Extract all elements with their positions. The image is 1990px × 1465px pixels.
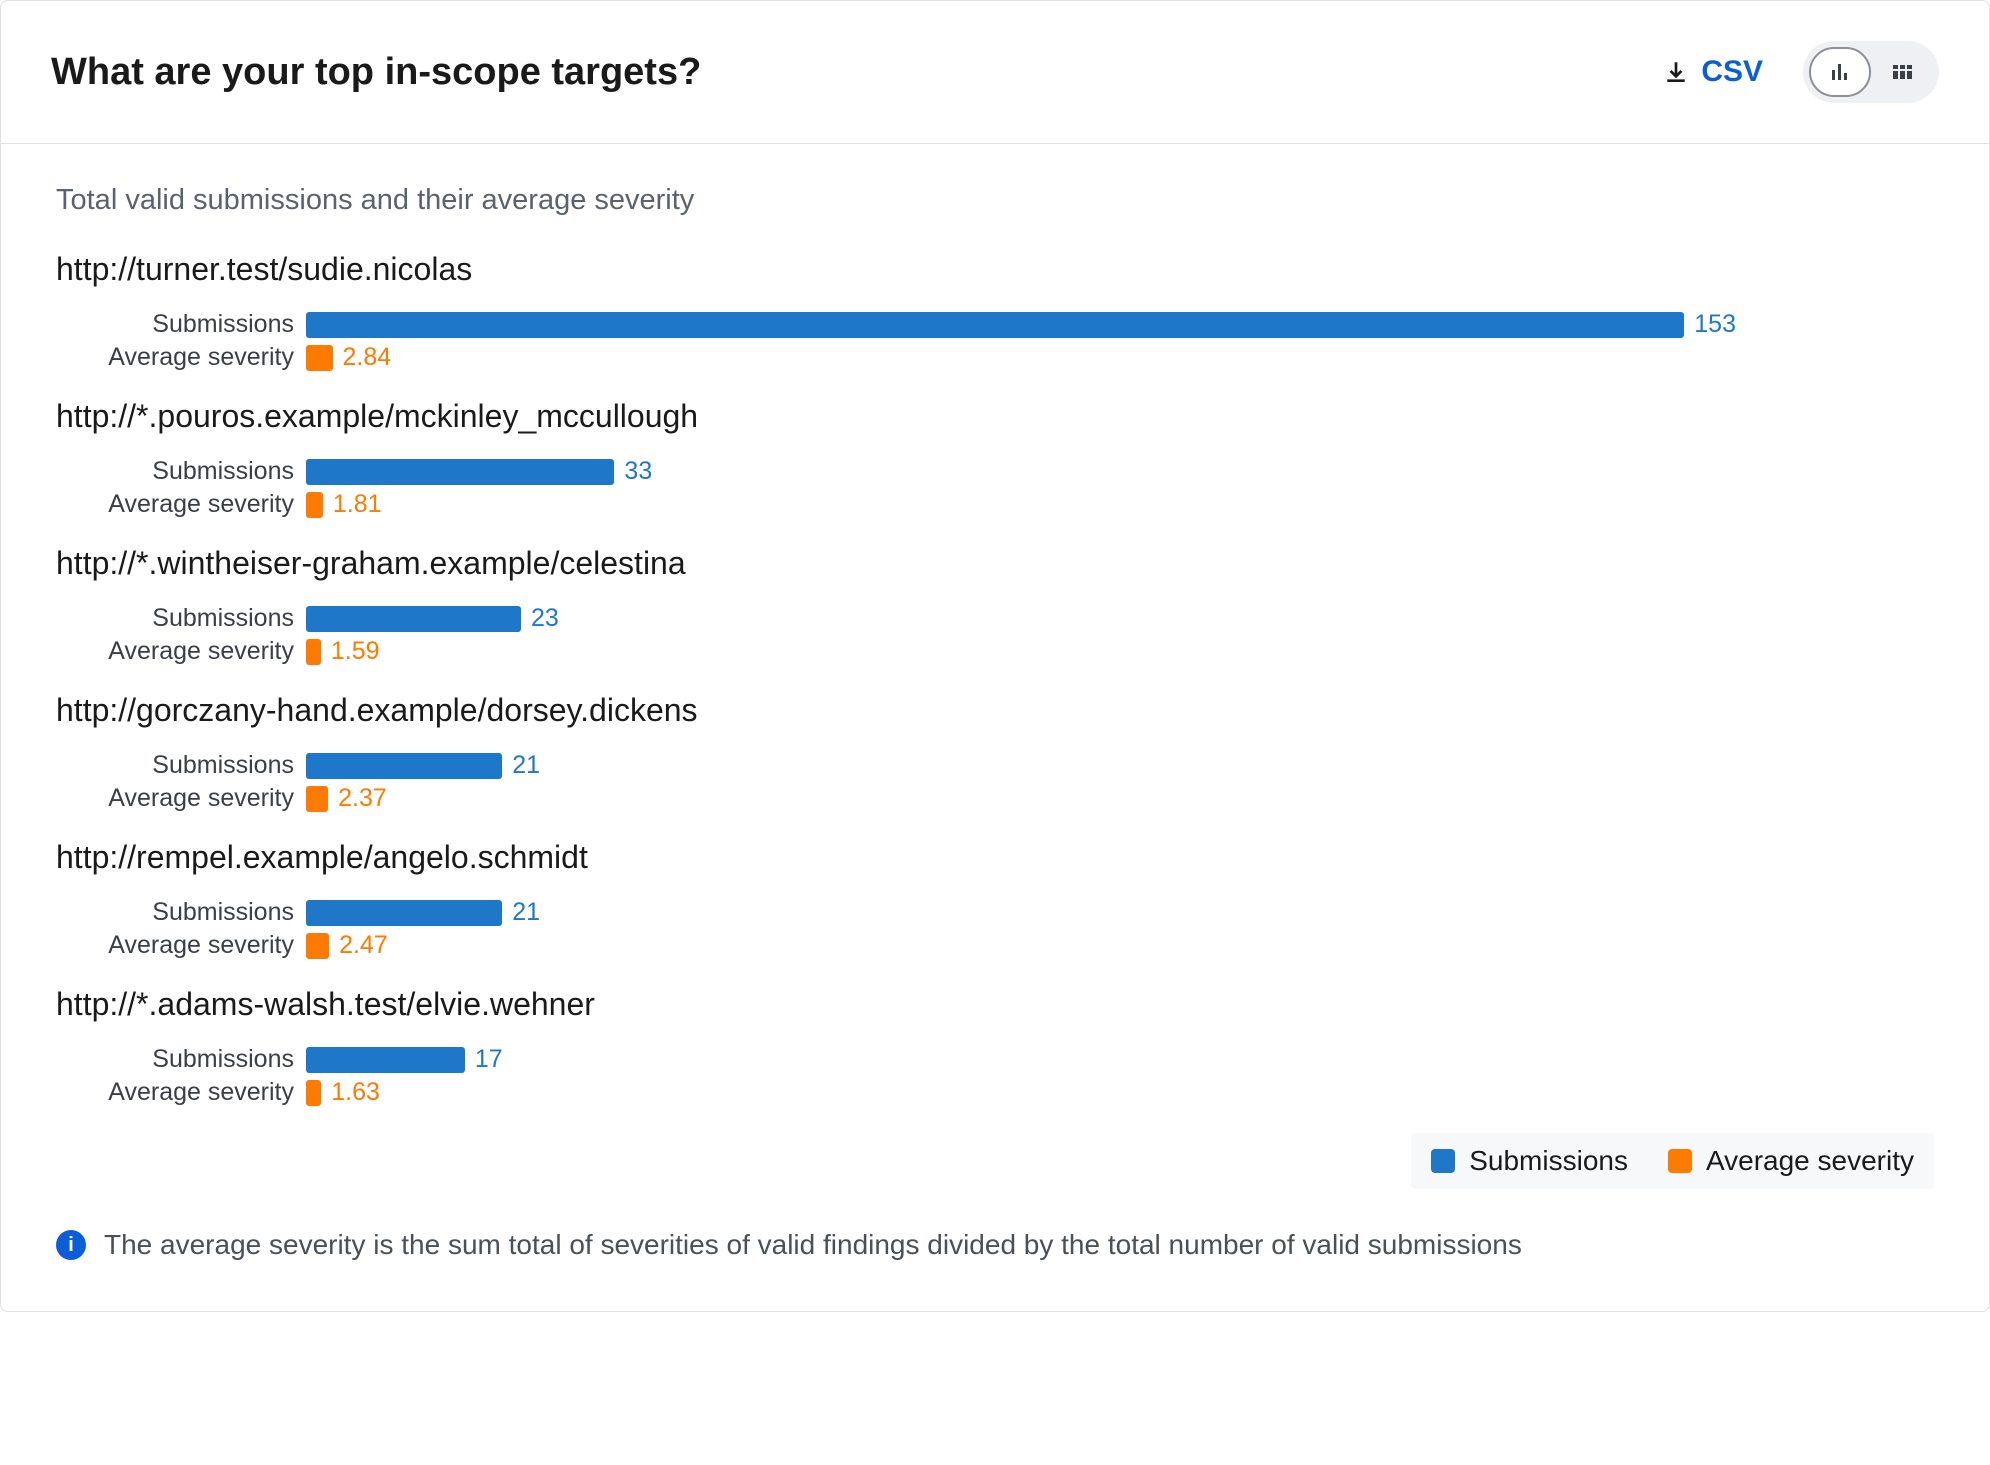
card-body: Total valid submissions and their averag… [1,144,1989,1311]
severity-bar [306,933,329,959]
submissions-bar [306,753,502,779]
target-block: http://*.adams-walsh.test/elvie.wehner Su… [56,986,1934,1107]
legend-label-severity: Average severity [1706,1145,1914,1177]
row-label-submissions: Submissions [56,457,306,486]
submissions-row: Submissions 21 [56,898,1934,927]
view-toggle [1803,41,1939,103]
submissions-bar [306,312,1684,338]
target-url: http://*.pouros.example/mckinley_mccullo… [56,398,1934,435]
severity-row: Average severity 2.84 [56,343,1934,372]
footnote-text: The average severity is the sum total of… [104,1229,1522,1261]
bar-track: 21 [306,751,1736,780]
target-block: http://turner.test/sudie.nicolas Submissi… [56,251,1934,372]
row-label-submissions: Submissions [56,310,306,339]
legend-swatch-severity [1668,1149,1692,1173]
bar-track: 21 [306,898,1736,927]
bar-track: 1.63 [306,1078,1736,1107]
row-label-severity: Average severity [56,637,306,666]
bar-track: 2.47 [306,931,1736,960]
target-url: http://rempel.example/angelo.schmidt [56,839,1934,876]
card-subtitle: Total valid submissions and their averag… [56,184,1934,217]
target-url: http://*.wintheiser-graham.example/celes… [56,545,1934,582]
submissions-row: Submissions 17 [56,1045,1934,1074]
csv-label: CSV [1701,55,1763,89]
submissions-row: Submissions 33 [56,457,1934,486]
card-title: What are your top in-scope targets? [51,51,701,94]
severity-value: 1.63 [331,1078,380,1107]
severity-row: Average severity 1.59 [56,637,1934,666]
severity-bar [306,639,321,665]
info-icon: i [56,1230,86,1260]
bar-track: 2.84 [306,343,1736,372]
bar-track: 33 [306,457,1736,486]
bar-track: 17 [306,1045,1736,1074]
severity-value: 2.84 [343,343,392,372]
legend-item-submissions: Submissions [1431,1145,1628,1177]
bar-track: 153 [306,310,1736,339]
target-url: http://gorczany-hand.example/dorsey.dick… [56,692,1934,729]
severity-row: Average severity 1.63 [56,1078,1934,1107]
bar-track: 1.59 [306,637,1736,666]
submissions-bar [306,606,521,632]
bar-track: 2.37 [306,784,1736,813]
severity-value: 1.81 [333,490,382,519]
submissions-value: 21 [512,898,540,927]
submissions-value: 23 [531,604,559,633]
severity-row: Average severity 2.37 [56,784,1934,813]
top-targets-card: What are your top in-scope targets? CSV [0,0,1990,1312]
submissions-value: 17 [475,1045,503,1074]
severity-value: 2.47 [339,931,388,960]
table-icon [1890,60,1914,84]
download-icon [1663,59,1689,85]
targets-list: http://turner.test/sudie.nicolas Submissi… [56,251,1934,1107]
submissions-value: 33 [624,457,652,486]
view-chart-button[interactable] [1809,47,1871,97]
bar-track: 1.81 [306,490,1736,519]
bar-chart-icon [1828,60,1852,84]
row-label-severity: Average severity [56,343,306,372]
target-block: http://*.pouros.example/mckinley_mccullo… [56,398,1934,519]
severity-bar [306,345,333,371]
target-block: http://gorczany-hand.example/dorsey.dick… [56,692,1934,813]
target-url: http://*.adams-walsh.test/elvie.wehner [56,986,1934,1023]
row-label-submissions: Submissions [56,751,306,780]
row-label-submissions: Submissions [56,898,306,927]
severity-value: 1.59 [331,637,380,666]
severity-value: 2.37 [338,784,387,813]
card-header: What are your top in-scope targets? CSV [1,1,1989,144]
download-csv-button[interactable]: CSV [1663,55,1763,89]
legend-label-submissions: Submissions [1469,1145,1628,1177]
row-label-submissions: Submissions [56,604,306,633]
severity-bar [306,1080,321,1106]
severity-row: Average severity 1.81 [56,490,1934,519]
view-table-button[interactable] [1871,47,1933,97]
submissions-bar [306,459,614,485]
submissions-value: 21 [512,751,540,780]
row-label-severity: Average severity [56,490,306,519]
target-block: http://rempel.example/angelo.schmidt Subm… [56,839,1934,960]
header-actions: CSV [1663,41,1939,103]
submissions-row: Submissions 153 [56,310,1934,339]
bar-track: 23 [306,604,1736,633]
severity-bar [306,492,323,518]
submissions-bar [306,900,502,926]
submissions-value: 153 [1694,310,1736,339]
submissions-bar [306,1047,465,1073]
chart-legend: Submissions Average severity [1411,1133,1934,1189]
target-block: http://*.wintheiser-graham.example/celes… [56,545,1934,666]
legend-item-severity: Average severity [1668,1145,1914,1177]
submissions-row: Submissions 21 [56,751,1934,780]
row-label-severity: Average severity [56,784,306,813]
submissions-row: Submissions 23 [56,604,1934,633]
row-label-severity: Average severity [56,1078,306,1107]
legend-swatch-submissions [1431,1149,1455,1173]
severity-bar [306,786,328,812]
row-label-severity: Average severity [56,931,306,960]
severity-row: Average severity 2.47 [56,931,1934,960]
target-url: http://turner.test/sudie.nicolas [56,251,1934,288]
row-label-submissions: Submissions [56,1045,306,1074]
footnote: i The average severity is the sum total … [56,1229,1934,1261]
